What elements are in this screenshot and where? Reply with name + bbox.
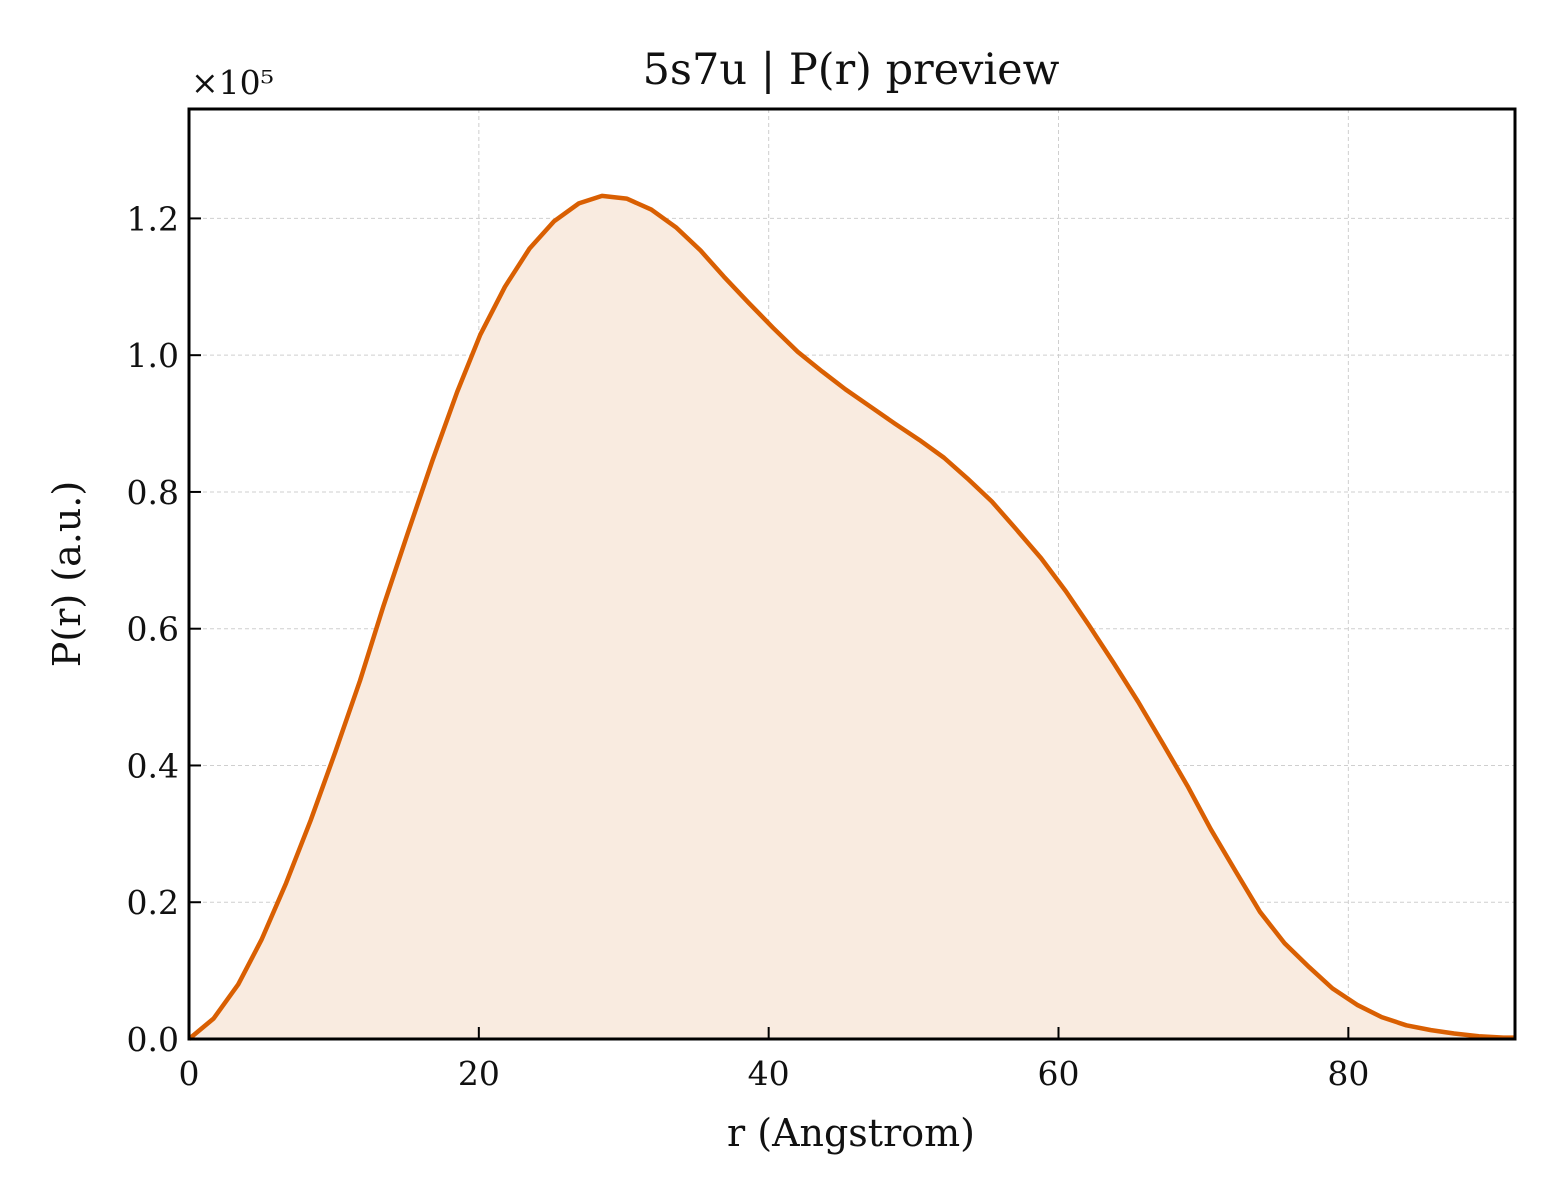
y-tick-labels: 0.0 0.2 0.4 0.6 0.8 1.0 1.2 <box>127 199 179 1059</box>
x-tick-label: 20 <box>458 1054 500 1093</box>
y-tick-label: 1.2 <box>127 199 179 238</box>
pr-area-fill <box>189 195 1515 1040</box>
plot-frame <box>187 107 1517 1041</box>
y-tick-label: 0.8 <box>127 473 179 512</box>
y-tick-label: 1.0 <box>127 336 179 375</box>
chart-title: 5s7u | P(r) preview <box>643 45 1060 95</box>
x-tick-label: 60 <box>1038 1054 1080 1093</box>
x-tick-label: 0 <box>179 1054 200 1093</box>
x-tick-label: 80 <box>1327 1054 1369 1093</box>
x-tick-labels: 0 20 40 60 80 <box>179 1054 1370 1093</box>
x-tick-label: 40 <box>748 1054 790 1093</box>
pr-series-line <box>187 193 1515 1041</box>
y-axis-multiplier: ×10⁵ <box>191 63 274 102</box>
y-tick-label: 0.0 <box>127 1020 179 1059</box>
y-tick-label: 0.2 <box>127 883 179 922</box>
y-tick-label: 0.6 <box>127 610 179 649</box>
y-tick-label: 0.4 <box>127 746 179 785</box>
y-axis-label: P(r) (a.u.) <box>45 481 89 667</box>
x-axis-label: r (Angstrom) <box>727 1111 975 1155</box>
